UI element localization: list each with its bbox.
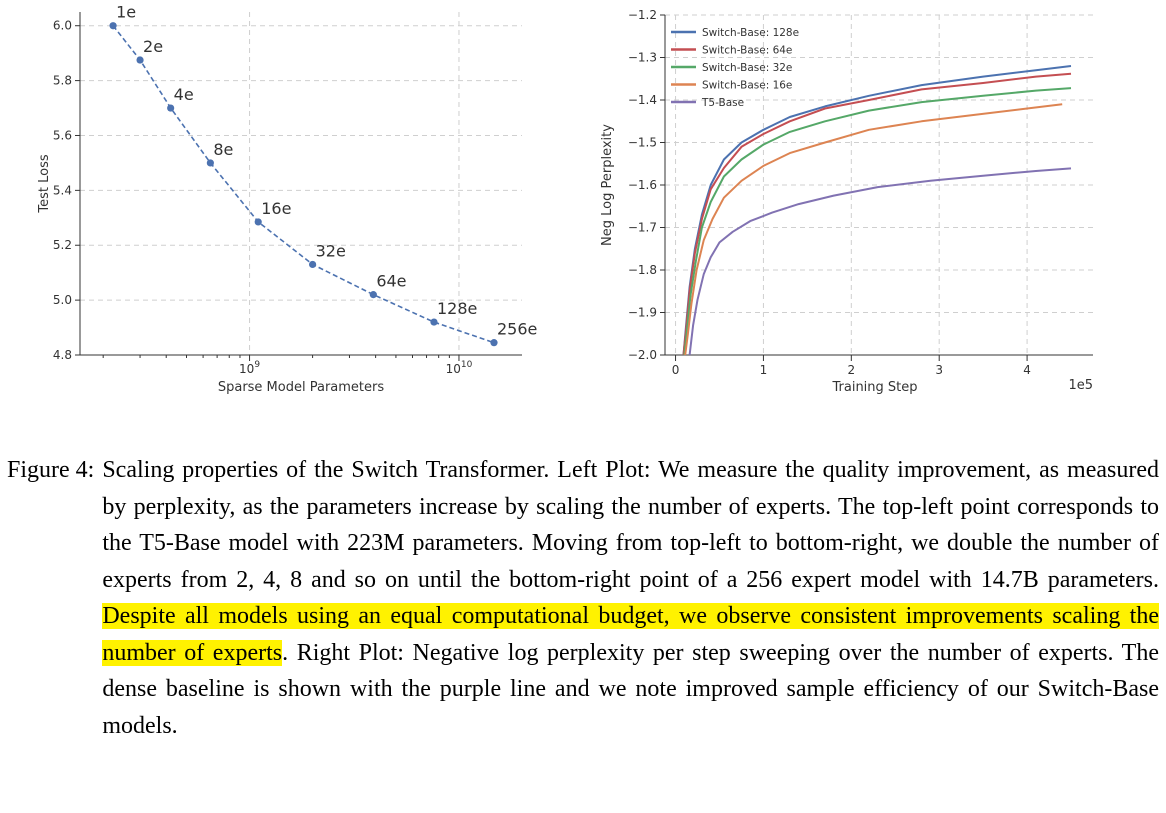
figure-caption: Figure 4: Scaling properties of the Swit…: [7, 452, 1159, 744]
x-tick-label: 0: [672, 363, 680, 377]
series-line: [112, 25, 495, 344]
data-point-label: 2e: [143, 37, 163, 56]
y-tick-label: 5.0: [53, 293, 72, 307]
data-point: [369, 291, 377, 299]
series-line-4: [688, 167, 1072, 356]
x-tick-label: 2: [847, 363, 855, 377]
data-point-label: 128e: [437, 299, 477, 318]
data-point: [254, 218, 262, 226]
y-tick-label: 4.8: [53, 348, 72, 362]
x-tick-label: 1010: [446, 360, 473, 376]
x-axis-label: Training Step: [831, 380, 917, 395]
legend-label: Switch-Base: 32e: [702, 62, 792, 74]
data-point-label: 32e: [316, 241, 346, 260]
x-tick-label: 109: [239, 360, 260, 376]
data-point-label: 8e: [213, 140, 233, 159]
caption-prefix: Figure 4:: [7, 457, 95, 483]
series-line-1: [682, 72, 1072, 356]
data-point: [109, 22, 117, 30]
y-tick-label: 6.0: [53, 19, 72, 33]
y-tick-label: −1.4: [628, 93, 657, 107]
data-point-label: 64e: [376, 272, 406, 291]
y-axis-label: Neg Log Perplexity: [600, 124, 615, 246]
y-tick-label: 5.6: [53, 128, 72, 142]
series-line-3: [684, 103, 1063, 356]
x-tick-exponent: 10: [461, 360, 473, 370]
x-tick-label: 4: [1023, 363, 1031, 377]
caption-text-before: Scaling properties of the Switch Transfo…: [102, 457, 1159, 593]
y-tick-label: −1.3: [628, 51, 657, 65]
caption-text-after: . Right Plot: Negative log perplexity pe…: [102, 639, 1159, 739]
data-point-label: 256e: [497, 320, 537, 339]
y-tick-label: −1.9: [628, 306, 657, 320]
data-point-label: 4e: [174, 85, 194, 104]
data-point: [167, 104, 175, 112]
y-tick-label: −1.7: [628, 221, 657, 235]
x-tick-label: 1: [760, 363, 768, 377]
legend-label: Switch-Base: 16e: [702, 80, 792, 92]
x-tick-label: 3: [935, 363, 943, 377]
x-tick-base: 10: [446, 362, 461, 376]
legend-label: Switch-Base: 128e: [702, 27, 799, 39]
legend-label: Switch-Base: 64e: [702, 45, 792, 57]
y-tick-label: −1.5: [628, 136, 657, 150]
data-point: [490, 339, 498, 347]
legend-label: T5-Base: [701, 97, 744, 109]
y-tick-label: 5.2: [53, 238, 72, 252]
x-tick-base: 10: [239, 362, 254, 376]
y-tick-label: −1.6: [628, 178, 657, 192]
data-point: [308, 260, 317, 269]
data-point-label: 1e: [116, 3, 136, 22]
y-tick-label: 5.8: [53, 74, 72, 88]
y-tick-label: −1.8: [628, 263, 657, 277]
y-axis-label: Test Loss: [37, 154, 52, 213]
caption-body: Scaling properties of the Switch Transfo…: [102, 452, 1159, 744]
data-point: [430, 318, 438, 326]
data-point: [206, 159, 214, 167]
right-chart: −2.0 −1.9 −1.8 −1.7 −1.6 −1.5 −1.4 −1.3 −1.2 0 1 2 3…: [600, 8, 1093, 395]
x-scale-label: 1e5: [1068, 378, 1093, 393]
data-point-label: 16e: [261, 199, 291, 218]
y-tick-label: −1.2: [628, 8, 657, 22]
series-line-2: [683, 87, 1072, 356]
x-axis-label: Sparse Model Parameters: [218, 380, 385, 395]
x-tick-exponent: 9: [254, 360, 260, 370]
data-point: [136, 56, 144, 64]
y-tick-label: 5.4: [53, 183, 72, 197]
y-tick-label: −2.0: [628, 348, 657, 362]
